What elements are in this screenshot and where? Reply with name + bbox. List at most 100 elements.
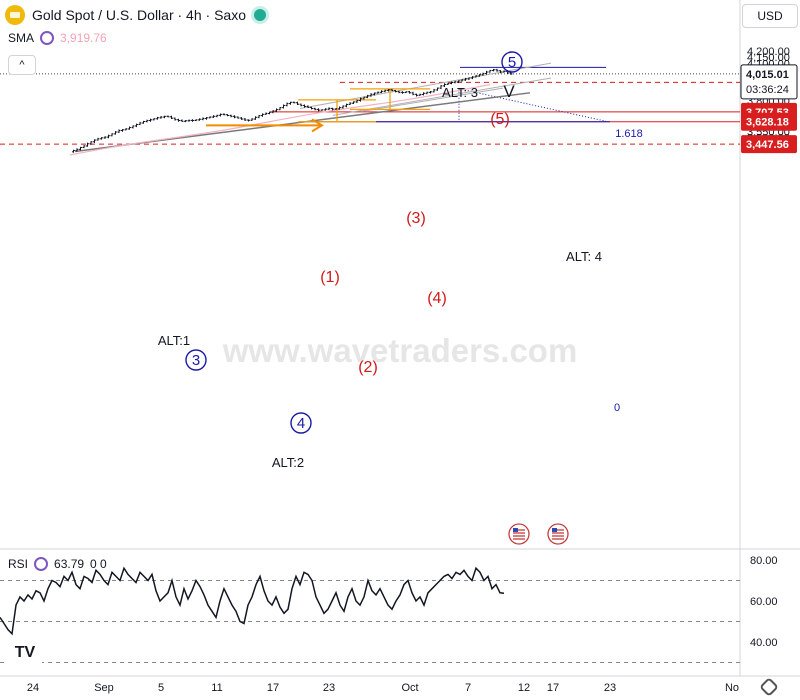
- price-level-tag[interactable]: [741, 112, 797, 131]
- fib-box-wave3[interactable]: [350, 88, 430, 111]
- candle: [131, 125, 135, 129]
- candle: [460, 79, 464, 82]
- gold-coin-icon: [5, 5, 25, 25]
- candle: [135, 123, 138, 128]
- current-price-tag[interactable]: [740, 64, 798, 100]
- settings-icon[interactable]: [40, 31, 55, 45]
- candle: [317, 108, 320, 112]
- candle: [142, 120, 145, 124]
- candle: [338, 106, 341, 110]
- collapse-legend-button[interactable]: ^: [8, 55, 36, 75]
- candle: [250, 118, 254, 121]
- candle: [275, 108, 278, 113]
- rsi-line[interactable]: [0, 566, 505, 636]
- candle: [110, 133, 114, 137]
- candle: [359, 97, 362, 102]
- candle: [282, 104, 285, 109]
- candle: [502, 70, 506, 73]
- candle: [397, 90, 401, 94]
- event-icon-ring: [508, 523, 530, 545]
- candle: [208, 116, 212, 119]
- sma-value: 3,919.76: [60, 31, 107, 45]
- wave-label-3-circle: [185, 349, 207, 371]
- candle: [422, 92, 425, 96]
- wave-label-minor-2: (2): [358, 359, 378, 376]
- candle: [453, 80, 457, 84]
- wave-label-4: 4: [297, 415, 305, 432]
- candle: [93, 139, 96, 143]
- candle: [492, 68, 495, 72]
- symbol-title[interactable]: Gold Spot / U.S. Dollar · 4h · Saxo: [32, 7, 246, 23]
- candle: [75, 148, 79, 152]
- candle: [401, 91, 404, 94]
- tradingview-logo[interactable]: TV: [8, 642, 42, 664]
- current-price-text: 4,015.01: [746, 69, 789, 81]
- candle: [376, 91, 380, 94]
- candle: [362, 96, 366, 100]
- fib-box-wave1[interactable]: [298, 99, 376, 123]
- us-economic-event-icon[interactable]: [508, 523, 530, 545]
- candle: [380, 90, 383, 94]
- wave-label-alt-3: ALT: 3: [442, 85, 478, 100]
- candle: [415, 93, 418, 97]
- candle: [439, 85, 443, 90]
- candle: [124, 128, 128, 131]
- wave-label-alt-2: ALT:2: [272, 455, 304, 470]
- channel-inner-line[interactable]: [361, 87, 504, 112]
- candle: [387, 88, 390, 92]
- rsi-extra-values: 0 0: [90, 557, 107, 571]
- candle: [194, 119, 198, 122]
- sma-label[interactable]: SMA: [8, 31, 35, 45]
- candle: [82, 145, 86, 149]
- price-level-tag-text: 3,447.56: [746, 139, 789, 151]
- candle: [474, 74, 478, 78]
- candle: [261, 113, 264, 117]
- candle: [509, 72, 513, 75]
- rsi-settings-icon[interactable]: [34, 557, 49, 571]
- candle: [481, 72, 485, 76]
- time-tick-label: 7: [465, 682, 471, 694]
- candle: [348, 102, 352, 106]
- logo-mark: TV: [14, 644, 36, 661]
- candle: [373, 92, 376, 96]
- candle: [236, 116, 240, 119]
- candle: [408, 90, 411, 94]
- candle: [436, 87, 439, 91]
- candle: [303, 104, 306, 108]
- currency-label: USD: [757, 9, 783, 23]
- candle: [240, 117, 243, 120]
- us-economic-event-icon[interactable]: [547, 523, 569, 545]
- candle: [499, 70, 502, 74]
- bar-countdown-text: 03:36:24: [746, 84, 789, 96]
- candle: [334, 108, 338, 110]
- candle: [138, 121, 142, 126]
- candle: [313, 107, 317, 111]
- candle: [264, 112, 268, 115]
- candle: [180, 119, 184, 122]
- candle: [404, 91, 408, 94]
- candle: [331, 107, 334, 111]
- candle: [310, 106, 313, 110]
- candle: [117, 129, 121, 134]
- candle: [233, 115, 236, 119]
- candle: [114, 131, 117, 135]
- candle: [187, 119, 191, 122]
- currency-selector[interactable]: USD: [742, 4, 798, 28]
- channel-upper-line[interactable]: [299, 62, 552, 110]
- candle: [156, 116, 159, 120]
- candle: [355, 99, 359, 103]
- candle: [100, 137, 103, 140]
- candle: [219, 113, 222, 117]
- candle: [418, 93, 422, 96]
- candle: [257, 114, 261, 119]
- event-icon-ring: [547, 523, 569, 545]
- candle: [268, 111, 271, 115]
- time-tick-label: 17: [547, 682, 559, 694]
- rsi-label[interactable]: RSI: [8, 557, 29, 571]
- alt2-arrow-head: [311, 118, 324, 133]
- event-icon-canton: [552, 528, 557, 532]
- rsi-value: 63.79: [54, 557, 85, 571]
- candle: [278, 107, 282, 111]
- price-level-tag[interactable]: [741, 135, 797, 154]
